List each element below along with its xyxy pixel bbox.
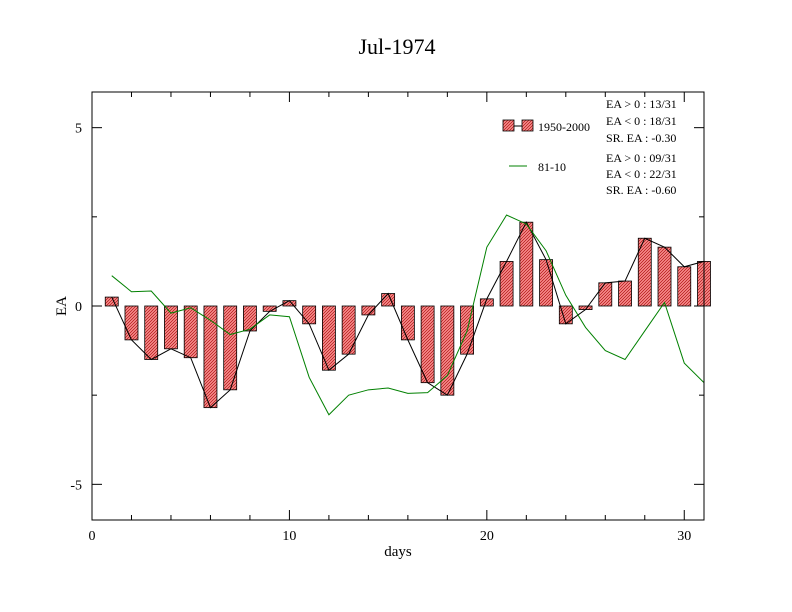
chart-title: Jul-1974 [359, 34, 436, 59]
bar-day-13 [341, 305, 356, 355]
bar-day-11 [302, 305, 317, 325]
bar-day-1 [104, 296, 119, 307]
stats-2-line-1: EA > 0 : 09/31 [606, 151, 677, 165]
line-series-1950-2000 [111, 221, 705, 409]
line-series-81-10 [111, 214, 705, 416]
x-tick-label-0: 0 [89, 529, 96, 544]
bar-day-5 [183, 305, 198, 359]
legend-swatch-1950-2000-b [521, 119, 534, 132]
legend-swatch-1950-2000-a [502, 119, 515, 132]
bar-day-21 [499, 261, 514, 307]
y-tick-label-5: 5 [75, 122, 82, 137]
x-tick-label-30: 30 [677, 529, 691, 544]
bar-day-26 [598, 282, 613, 307]
bar-day-18 [440, 305, 455, 396]
bar-day-2 [124, 305, 139, 341]
lines-layer [111, 214, 705, 416]
stats-2-line-2: EA < 0 : 22/31 [606, 167, 677, 181]
bar-day-8 [243, 305, 257, 332]
y-tick-label--5: -5 [70, 478, 82, 493]
stats-2-line-3: SR. EA : -0.60 [606, 183, 676, 197]
bar-day-16 [400, 305, 415, 341]
legend-label-81-10: 81-10 [538, 160, 566, 174]
bar-day-6 [203, 305, 218, 409]
stats-1-line-2: EA < 0 : 18/31 [606, 114, 677, 128]
bar-day-17 [420, 305, 435, 384]
y-axis-label: EA [54, 296, 70, 316]
x-tick-label-10: 10 [282, 529, 296, 544]
legend: 1950-2000 81-10 EA > 0 : 13/31 EA < 0 : … [502, 97, 677, 197]
bar-day-3 [144, 305, 159, 360]
stats-1-line-1: EA > 0 : 13/31 [606, 97, 677, 111]
stats-1-line-3: SR. EA : -0.30 [606, 131, 676, 145]
bar-day-22 [519, 221, 534, 307]
x-axis-label: days [384, 544, 412, 560]
bar-day-27 [618, 280, 632, 307]
legend-label-1950-2000: 1950-2000 [538, 120, 590, 134]
bars-layer [104, 221, 711, 409]
ticks-layer: 0 10 20 30 -5 0 5 [70, 92, 704, 544]
x-tick-label-20: 20 [480, 529, 494, 544]
bar-day-29 [657, 246, 672, 307]
y-tick-label-0: 0 [75, 300, 82, 315]
bar-day-23 [539, 259, 553, 307]
bar-day-30 [677, 266, 692, 307]
